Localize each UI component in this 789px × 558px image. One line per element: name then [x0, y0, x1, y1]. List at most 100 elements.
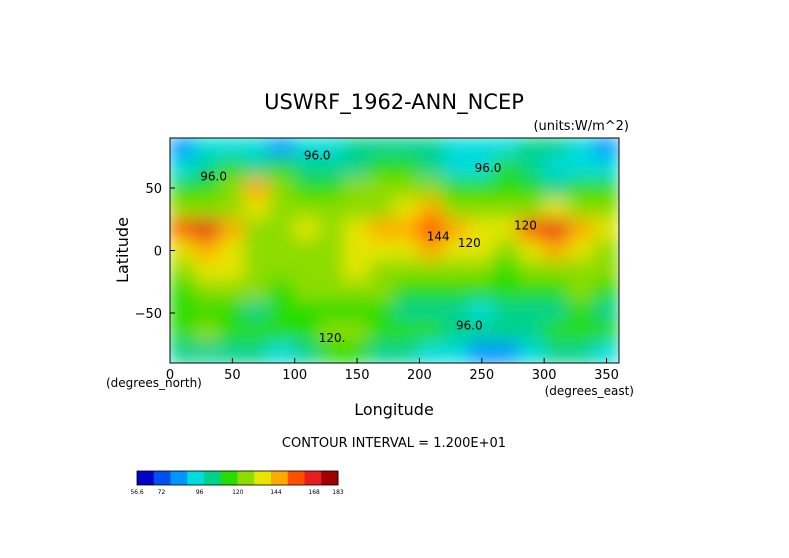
- heatmap-cell: [393, 218, 421, 242]
- contour-label: 120.: [319, 331, 346, 345]
- heatmap-cell: [243, 321, 271, 344]
- heatmap-cell: [443, 341, 471, 363]
- heatmap-cell: [193, 280, 221, 303]
- x-tick-label: 50: [224, 368, 241, 383]
- contour-label: 96.0: [200, 170, 227, 184]
- heatmap-cell: [418, 259, 446, 283]
- colorbar-swatch: [220, 471, 238, 485]
- heatmap-cell: [593, 259, 619, 283]
- heatmap-cell: [368, 280, 396, 303]
- heatmap-cell: [468, 321, 496, 344]
- heatmap-cell: [393, 138, 421, 160]
- heatmap-cell: [518, 341, 546, 363]
- x-unit-label: (degrees_east): [545, 384, 634, 398]
- heatmap-cell: [593, 321, 619, 344]
- contour-label: 144: [427, 230, 450, 244]
- heatmap-cell: [293, 300, 321, 324]
- y-axis-label: Latitude: [113, 217, 132, 283]
- heatmap-cell: [468, 300, 496, 324]
- heatmap-cell: [318, 239, 346, 262]
- contour-label: 96.0: [304, 148, 331, 162]
- heatmap-cell: [268, 198, 296, 221]
- heatmap-cell: [543, 239, 571, 262]
- heatmap-cell: [318, 259, 346, 283]
- heatmap-cell: [343, 280, 371, 303]
- heatmap-cell: [193, 177, 221, 201]
- heatmap-cell: [170, 157, 196, 180]
- y-tick-label: 50: [145, 182, 162, 197]
- colorbar-tick-label: 56.6: [130, 489, 144, 496]
- heatmap-cell: [170, 198, 196, 221]
- heatmap-cell: [293, 341, 321, 363]
- colorbar-swatch: [271, 471, 289, 485]
- heatmap-cell: [518, 239, 546, 262]
- heatmap-cell: [318, 157, 346, 180]
- heatmap-cell: [218, 341, 246, 363]
- x-tick-label: 150: [345, 368, 370, 383]
- heatmap-cell: [368, 177, 396, 201]
- contour-label: 120: [458, 236, 481, 250]
- heatmap-cell: [393, 157, 421, 180]
- heatmap-cell: [568, 239, 596, 262]
- heatmap-cell: [368, 321, 396, 344]
- heatmap-cell: [518, 138, 546, 160]
- heatmap-cell: [593, 177, 619, 201]
- colorbar-tick-label: 96: [196, 489, 204, 496]
- units-label: (units:W/m^2): [533, 119, 629, 134]
- heatmap-cell: [393, 198, 421, 221]
- heatmap-cell: [593, 138, 619, 160]
- colorbar-swatch: [321, 471, 339, 485]
- heatmap-cell: [418, 157, 446, 180]
- heatmap-cell: [443, 177, 471, 201]
- heatmap-cell: [243, 239, 271, 262]
- heatmap-cell: [593, 239, 619, 262]
- x-tick-label: 350: [594, 368, 619, 383]
- heatmap-cell: [193, 157, 221, 180]
- heatmap-cell: [218, 157, 246, 180]
- heatmap-cell: [468, 239, 496, 262]
- heatmap-cell: [418, 138, 446, 160]
- heatmap-cell: [268, 157, 296, 180]
- x-axis-label: Longitude: [354, 400, 434, 419]
- heatmap-cell: [418, 177, 446, 201]
- heatmap-cell: [418, 300, 446, 324]
- heatmap-cell: [568, 259, 596, 283]
- heatmap-cell: [468, 341, 496, 363]
- heatmap-cell: [543, 218, 571, 242]
- heatmap-cell: [293, 239, 321, 262]
- heatmap-cell: [543, 300, 571, 324]
- heatmap-cell: [343, 341, 371, 363]
- heatmap-cell: [593, 157, 619, 180]
- heatmap-cell: [543, 138, 571, 160]
- heatmap-cell: [268, 259, 296, 283]
- heatmap-cell: [518, 157, 546, 180]
- heatmap-cell: [393, 177, 421, 201]
- heatmap-cell: [170, 259, 196, 283]
- heatmap-cell: [193, 341, 221, 363]
- heatmap-cell: [318, 300, 346, 324]
- contour-label: 120: [514, 218, 537, 232]
- heatmap-cell: [493, 259, 521, 283]
- x-axis-ticks: 0 50 100 150 200 250 300 350: [166, 358, 619, 383]
- heatmap-cell: [518, 280, 546, 303]
- heatmap-cell: [468, 157, 496, 180]
- colorbar-swatch: [170, 471, 188, 485]
- heatmap-cell: [268, 280, 296, 303]
- heatmap-cell: [218, 300, 246, 324]
- heatmap-cell: [170, 300, 196, 324]
- heatmap-cell: [343, 218, 371, 242]
- heatmap-cell: [593, 341, 619, 363]
- heatmap-cell: [268, 177, 296, 201]
- heatmap-cell: [268, 239, 296, 262]
- y-unit-label: (degrees_north): [106, 376, 202, 390]
- heatmap-cell: [368, 259, 396, 283]
- heatmap-cell: [293, 138, 321, 160]
- heatmap-cell: [443, 157, 471, 180]
- heatmap-cell: [343, 300, 371, 324]
- x-tick-label: 250: [469, 368, 494, 383]
- heatmap-cell: [218, 218, 246, 242]
- contour-label: 96.0: [475, 161, 502, 175]
- heatmap-cell: [393, 341, 421, 363]
- heatmap-cell: [393, 280, 421, 303]
- heatmap-cell: [293, 321, 321, 344]
